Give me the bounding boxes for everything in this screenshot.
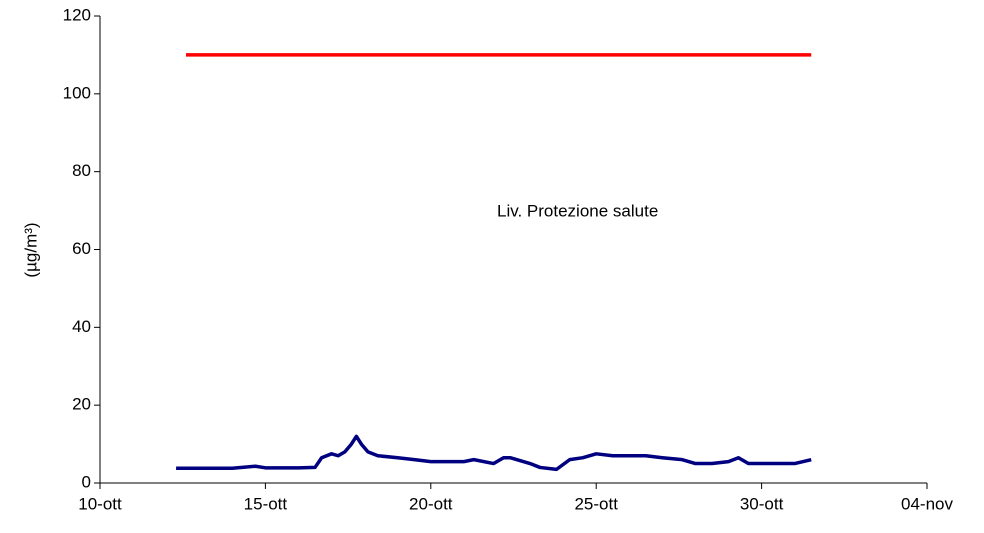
x-tick-label: 10-ott [78,494,122,513]
y-tick-label: 40 [72,317,91,336]
x-tick-label: 15-ott [244,494,288,513]
y-tick-label: 0 [82,472,91,491]
y-tick-label: 100 [63,83,91,102]
x-tick-label: 30-ott [740,494,784,513]
series-line [176,434,812,472]
y-tick-label: 60 [72,239,91,258]
y-tick-label: 120 [63,5,91,24]
x-tick-label: 20-ott [409,494,453,513]
x-tick-label: 25-ott [574,494,618,513]
y-tick-label: 80 [72,161,91,180]
annotation: Liv. Protezione salute [497,201,658,220]
x-tick-label: 04-nov [901,494,953,513]
y-axis-label: (µg/m³) [21,222,40,277]
y-tick-label: 20 [72,395,91,414]
